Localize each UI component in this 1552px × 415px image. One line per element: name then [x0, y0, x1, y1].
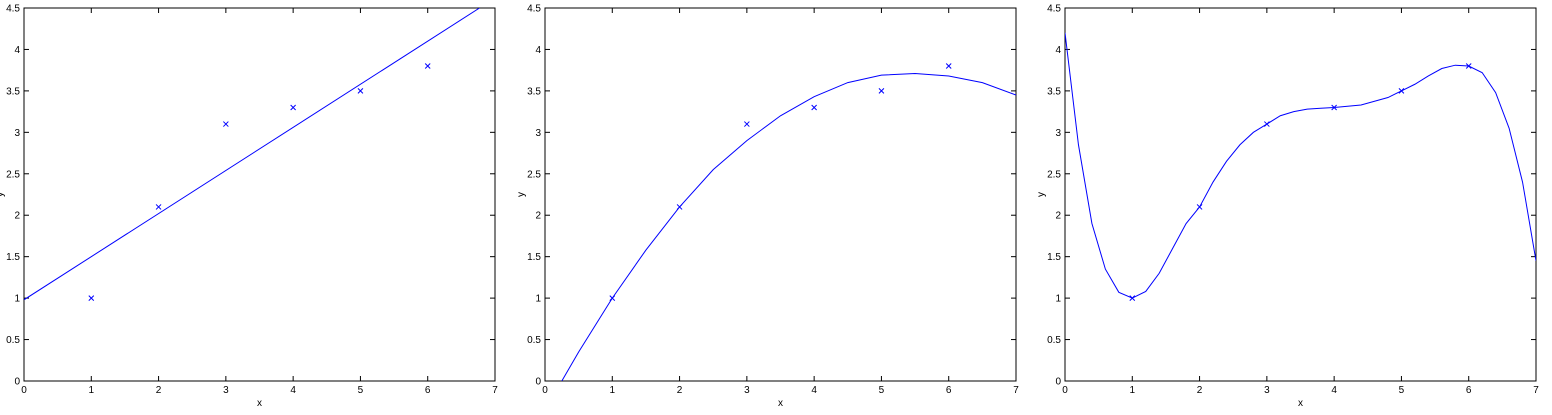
data-point — [357, 88, 364, 94]
x-tick-label: 0 — [542, 385, 548, 396]
x-tick-label: 4 — [290, 385, 296, 396]
data-point — [878, 88, 885, 94]
fit-curve — [561, 72, 1016, 381]
y-tick-label: 0.5 — [527, 335, 541, 346]
y-tick-label: 4.5 — [527, 4, 541, 15]
y-tick-label: 0 — [14, 377, 20, 388]
x-tick-label: 7 — [492, 385, 498, 396]
y-tick-label: 0 — [535, 377, 541, 388]
x-tick-label: 3 — [1264, 385, 1270, 396]
y-tick-label: 4 — [1055, 45, 1061, 56]
y-tick-label: 3 — [14, 128, 20, 139]
x-tick-label: 2 — [1197, 385, 1203, 396]
y-tick-label: 3 — [535, 128, 541, 139]
y-tick-label: 2 — [1055, 211, 1061, 222]
y-axis-label: y — [0, 192, 6, 197]
y-tick-label: 2 — [14, 211, 20, 222]
fit-curve — [24, 8, 480, 301]
y-axis-label: y — [516, 192, 527, 197]
x-tick-label: 1 — [1130, 385, 1136, 396]
plot-area — [544, 7, 1017, 382]
plot-area — [1064, 7, 1537, 382]
y-tick-label: 0 — [1055, 377, 1061, 388]
y-tick-label: 4.5 — [6, 4, 20, 15]
y-tick-label: 1.5 — [1047, 252, 1061, 263]
x-axis-label: x — [257, 398, 262, 409]
x-tick-label: 0 — [1062, 385, 1068, 396]
y-tick-label: 4 — [14, 45, 20, 56]
x-tick-label: 4 — [1331, 385, 1337, 396]
x-axis-label: x — [778, 398, 783, 409]
x-tick-label: 7 — [1533, 385, 1539, 396]
data-point — [88, 295, 95, 301]
x-tick-label: 2 — [677, 385, 683, 396]
x-tick-label: 6 — [946, 385, 952, 396]
x-tick-label: 1 — [610, 385, 616, 396]
x-tick-label: 5 — [1399, 385, 1405, 396]
y-tick-label: 3.5 — [1047, 86, 1061, 97]
x-tick-label: 4 — [811, 385, 817, 396]
panel: 0 1 2 3 4 5 6 7 0 0.5 1 1.5 2 2.5 3 3.5 4 4.5 x y — [516, 4, 1019, 410]
y-tick-label: 4 — [535, 45, 541, 56]
x-tick-label: 1 — [89, 385, 95, 396]
y-tick-label: 2.5 — [527, 169, 541, 180]
y-tick-label: 3.5 — [6, 86, 20, 97]
y-tick-label: 1 — [14, 294, 20, 305]
x-tick-label: 0 — [21, 385, 27, 396]
x-axis-label: x — [1298, 398, 1303, 409]
y-tick-label: 4.5 — [1047, 4, 1061, 15]
y-tick-label: 2.5 — [6, 169, 20, 180]
x-tick-label: 6 — [425, 385, 431, 396]
data-point — [744, 121, 750, 127]
x-tick-label: 6 — [1466, 385, 1472, 396]
x-tick-label: 7 — [1013, 385, 1019, 396]
y-tick-label: 1.5 — [6, 252, 20, 263]
data-point — [811, 104, 817, 111]
data-point — [945, 63, 952, 69]
plot-area — [23, 7, 496, 382]
y-tick-label: 1 — [1055, 294, 1061, 305]
y-tick-label: 3 — [1055, 128, 1061, 139]
panel: 0 1 2 3 4 5 6 7 0 0.5 1 1.5 2 2.5 3 3.5 4 4.5 x y — [0, 4, 498, 410]
y-axis-label: y — [1036, 192, 1047, 197]
x-tick-label: 2 — [156, 385, 162, 396]
y-tick-label: 2 — [535, 211, 541, 222]
y-tick-label: 1 — [535, 294, 541, 305]
panel: 0 1 2 3 4 5 6 7 0 0.5 1 1.5 2 2.5 3 3.5 4 4.5 x y — [1036, 4, 1539, 410]
fit-curve — [1065, 32, 1536, 299]
y-tick-label: 1.5 — [527, 252, 541, 263]
x-tick-label: 5 — [358, 385, 364, 396]
data-point — [223, 121, 229, 127]
data-point — [290, 104, 296, 111]
x-tick-label: 3 — [744, 385, 750, 396]
x-tick-label: 3 — [223, 385, 229, 396]
y-tick-label: 0.5 — [6, 335, 20, 346]
x-tick-label: 5 — [879, 385, 885, 396]
y-tick-label: 3.5 — [527, 86, 541, 97]
y-tick-label: 0.5 — [1047, 335, 1061, 346]
y-tick-label: 2.5 — [1047, 169, 1061, 180]
data-point — [424, 63, 431, 69]
data-point — [155, 204, 162, 210]
